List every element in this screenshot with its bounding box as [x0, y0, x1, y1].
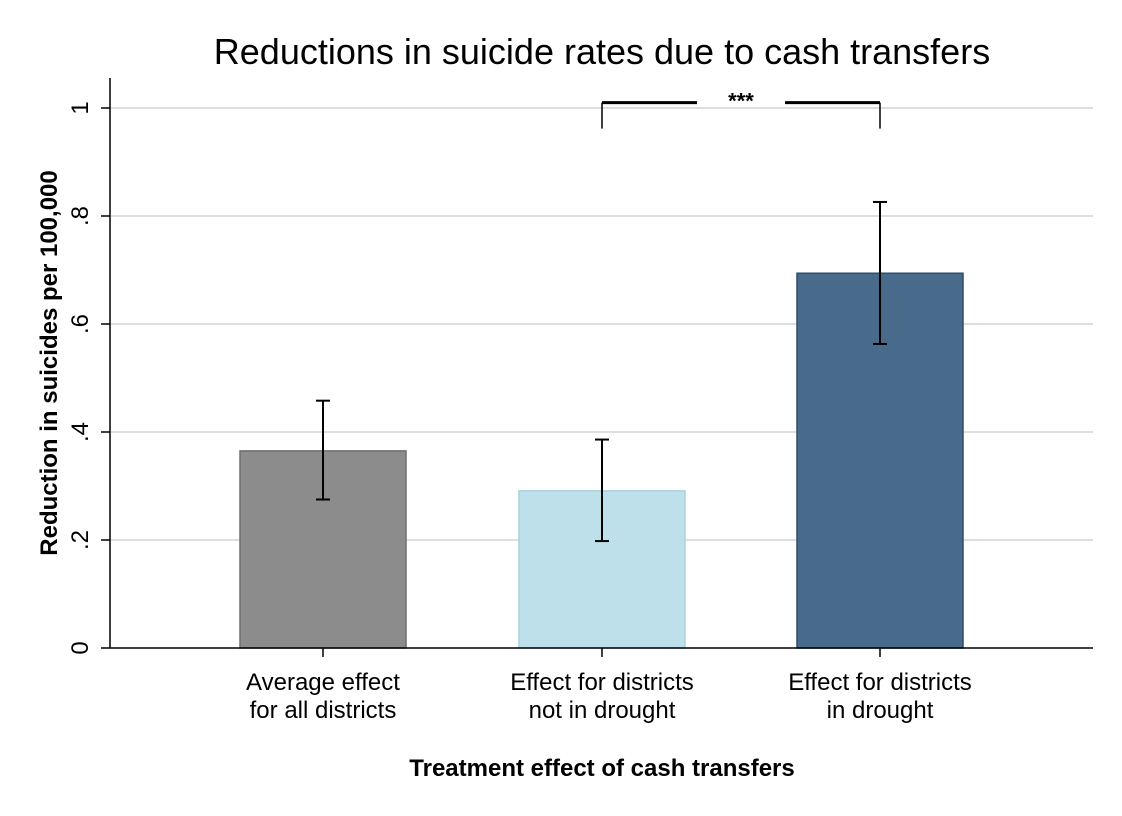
y-tick-label: .4	[67, 422, 94, 442]
y-ticks: 0 .2 .4 .6 .8 1	[67, 101, 110, 655]
x-category-label: not in drought	[529, 697, 676, 724]
x-axis-label: Treatment effect of cash transfers	[409, 755, 794, 782]
x-category-label: Average effect	[246, 669, 400, 696]
y-tick-label: .6	[67, 314, 94, 334]
x-category-label: in drought	[827, 697, 934, 724]
x-category-label: Effect for districts	[510, 669, 694, 696]
y-tick-label: 0	[67, 641, 94, 654]
significance-label: ***	[728, 89, 754, 114]
significance-annotation: ***	[601, 89, 881, 129]
y-axis-label: Reduction in suicides per 100,000	[36, 170, 63, 555]
x-category-label: Effect for districts	[788, 669, 972, 696]
x-category-label: for all districts	[250, 697, 397, 724]
error-bars	[316, 200, 887, 543]
y-tick-label: .2	[67, 530, 94, 550]
chart-title: Reductions in suicide rates due to cash …	[214, 31, 990, 72]
y-tick-label: 1	[67, 101, 94, 114]
y-tick-label: .8	[67, 206, 94, 226]
